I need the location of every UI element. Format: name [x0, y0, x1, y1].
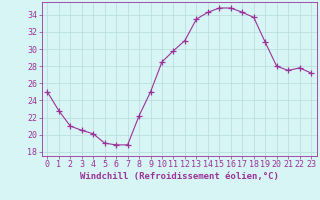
X-axis label: Windchill (Refroidissement éolien,°C): Windchill (Refroidissement éolien,°C): [80, 172, 279, 181]
